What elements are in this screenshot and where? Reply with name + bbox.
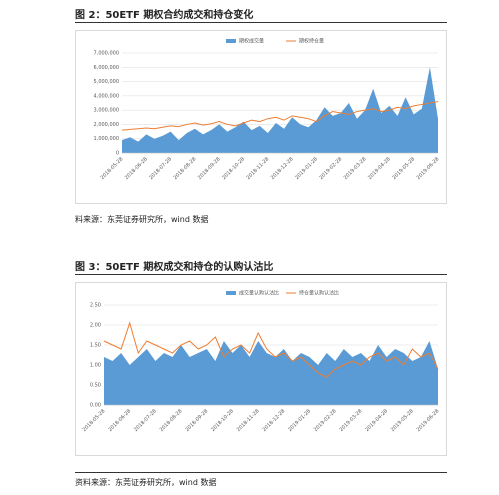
y-tick-label: 0.50 [90,383,101,389]
y-tick-label: 4,000,000 [94,93,119,99]
y-tick-label: 6,000,000 [94,65,119,71]
legend-label: 期权持仓量 [299,38,324,45]
x-tick-label: 2018-08-28 [173,156,198,181]
rule [75,22,447,23]
chart: 0 1,000,000 2,000,000 3,000,000 4,000,000 5,0… [75,30,447,204]
legend-label: 期权成交量 [239,38,264,45]
y-tick-label: 2,000,000 [94,122,119,128]
line [121,101,439,131]
x-tick-label: 2018-06-28 [124,156,149,181]
figure-title: 图 2：50ETF 期权合约成交和持仓变化 [75,10,254,21]
x-tick-label: 2019-03-28 [339,408,364,433]
x-tick-label: 2018-07-28 [133,408,158,433]
y-tick-label: 7,000,000 [94,51,119,57]
x-tick-label: 2018-11-28 [246,156,271,181]
figure-title: 图 3：50ETF 期权成交和持仓的认购认沽比 [75,262,274,273]
line [103,321,439,378]
x-tick-label: 2019-01-28 [287,408,312,433]
x-tick-label: 2019-06-28 [416,408,441,433]
y-tick-label: 3,000,000 [94,108,119,114]
x-tick-label: 2018-09-28 [197,156,222,181]
x-tick-label: 2018-10-28 [210,408,235,433]
y-tick-label: 0.00 [90,403,101,409]
y-tick-label: 0 [116,151,119,157]
x-tick-label: 2019-01-28 [294,156,319,181]
x-tick-label: 2019-05-28 [390,408,415,433]
x-tick-label: 2018-09-28 [184,408,209,433]
y-tick-label: 5,000,000 [94,79,119,85]
x-tick-label: 2019-06-28 [416,156,441,181]
area [122,67,438,153]
x-tick-label: 2019-04-28 [364,408,389,433]
x-tick-label: 2019-02-28 [318,156,343,181]
y-tick-label: 1,000,000 [94,136,119,142]
x-tick-label: 2018-12-28 [262,408,287,433]
y-tick-label: 1.50 [90,343,101,349]
x-tick-label: 2018-10-28 [221,156,246,181]
x-tick-label: 2019-03-28 [343,156,368,181]
source: 料来源：东莞证券研究所，wind 数据 [75,215,209,224]
area [104,341,438,405]
x-tick-label: 2019-04-28 [367,156,392,181]
y-tick-label: 2.00 [90,323,101,329]
legend-label: 持仓量认购认沽比 [299,290,339,297]
legend-swatch [226,39,236,43]
x-tick-label: 2018-05-28 [82,408,107,433]
legend-label: 成交量认购认沽比 [239,290,279,297]
legend-swatch [226,291,236,295]
x-tick-label: 2018-06-28 [107,408,132,433]
x-tick-label: 2018-11-28 [236,408,261,433]
rule [75,274,447,275]
x-tick-label: 2019-05-28 [391,156,416,181]
y-tick-label: 2.50 [90,303,101,309]
x-tick-label: 2018-05-28 [100,156,125,181]
x-tick-label: 2019-02-28 [313,408,338,433]
source: 资料来源：东莞证券研究所，wind 数据 [75,478,217,487]
rule [75,472,447,473]
x-tick-label: 2018-07-28 [148,156,173,181]
y-tick-label: 1.00 [90,363,101,369]
x-tick-label: 2018-08-28 [159,408,184,433]
x-tick-label: 2018-12-28 [270,156,295,181]
